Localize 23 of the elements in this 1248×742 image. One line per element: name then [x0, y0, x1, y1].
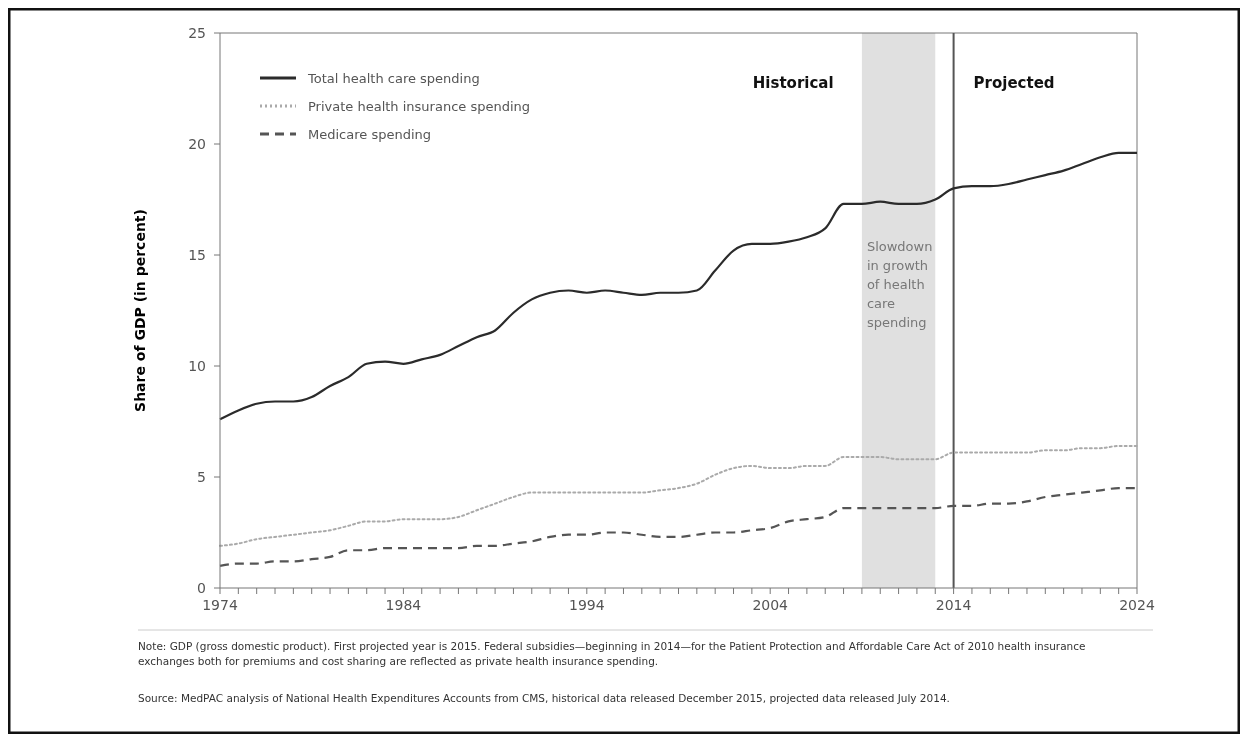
text: Note: GDP (gross domestic product). First projected year is 2015. Federal subsidies—beginning in 2014—for the Patient Protection and Affordable Care Act of 2010 health insurance exchanges both for premiums and cost sharing are reflected as private health insurance spending.: [138, 640, 1086, 667]
y-axis-title: Share of GDP (in percent): [132, 209, 148, 412]
y-tick-label: 25: [188, 24, 206, 41]
x-tick-label: 2004: [752, 597, 789, 613]
annotation: Projected: [973, 74, 1055, 92]
x-tick-label: 1984: [385, 597, 422, 613]
legend-label: Total health care spending: [307, 70, 480, 86]
band-label: Slowdown in growth of health care spending: [866, 238, 933, 330]
y-tick-label: 15: [188, 246, 206, 263]
x-tick-label: 2014: [935, 597, 972, 613]
annotation: Historical: [752, 74, 834, 92]
y-tick-label: 10: [188, 357, 206, 374]
y-tick-label: 20: [188, 135, 206, 152]
legend-label: Medicare spending: [308, 126, 431, 142]
line-series: [219, 444, 1138, 547]
source-note: Source: MedPAC analysis of National Health Expenditures Accounts from CMS, historical data released December 2015, projected data released July 2014.: [138, 692, 950, 704]
y-tick-label: 5: [197, 468, 206, 485]
legend-label: Private health insurance spending: [308, 98, 531, 114]
x-tick-label: 1974: [202, 597, 238, 613]
x-tick-label: 1994: [568, 597, 605, 613]
y-tick-label: 0: [197, 579, 206, 596]
x-tick-label: 2024: [1119, 597, 1155, 613]
line-series: [218, 151, 1139, 421]
